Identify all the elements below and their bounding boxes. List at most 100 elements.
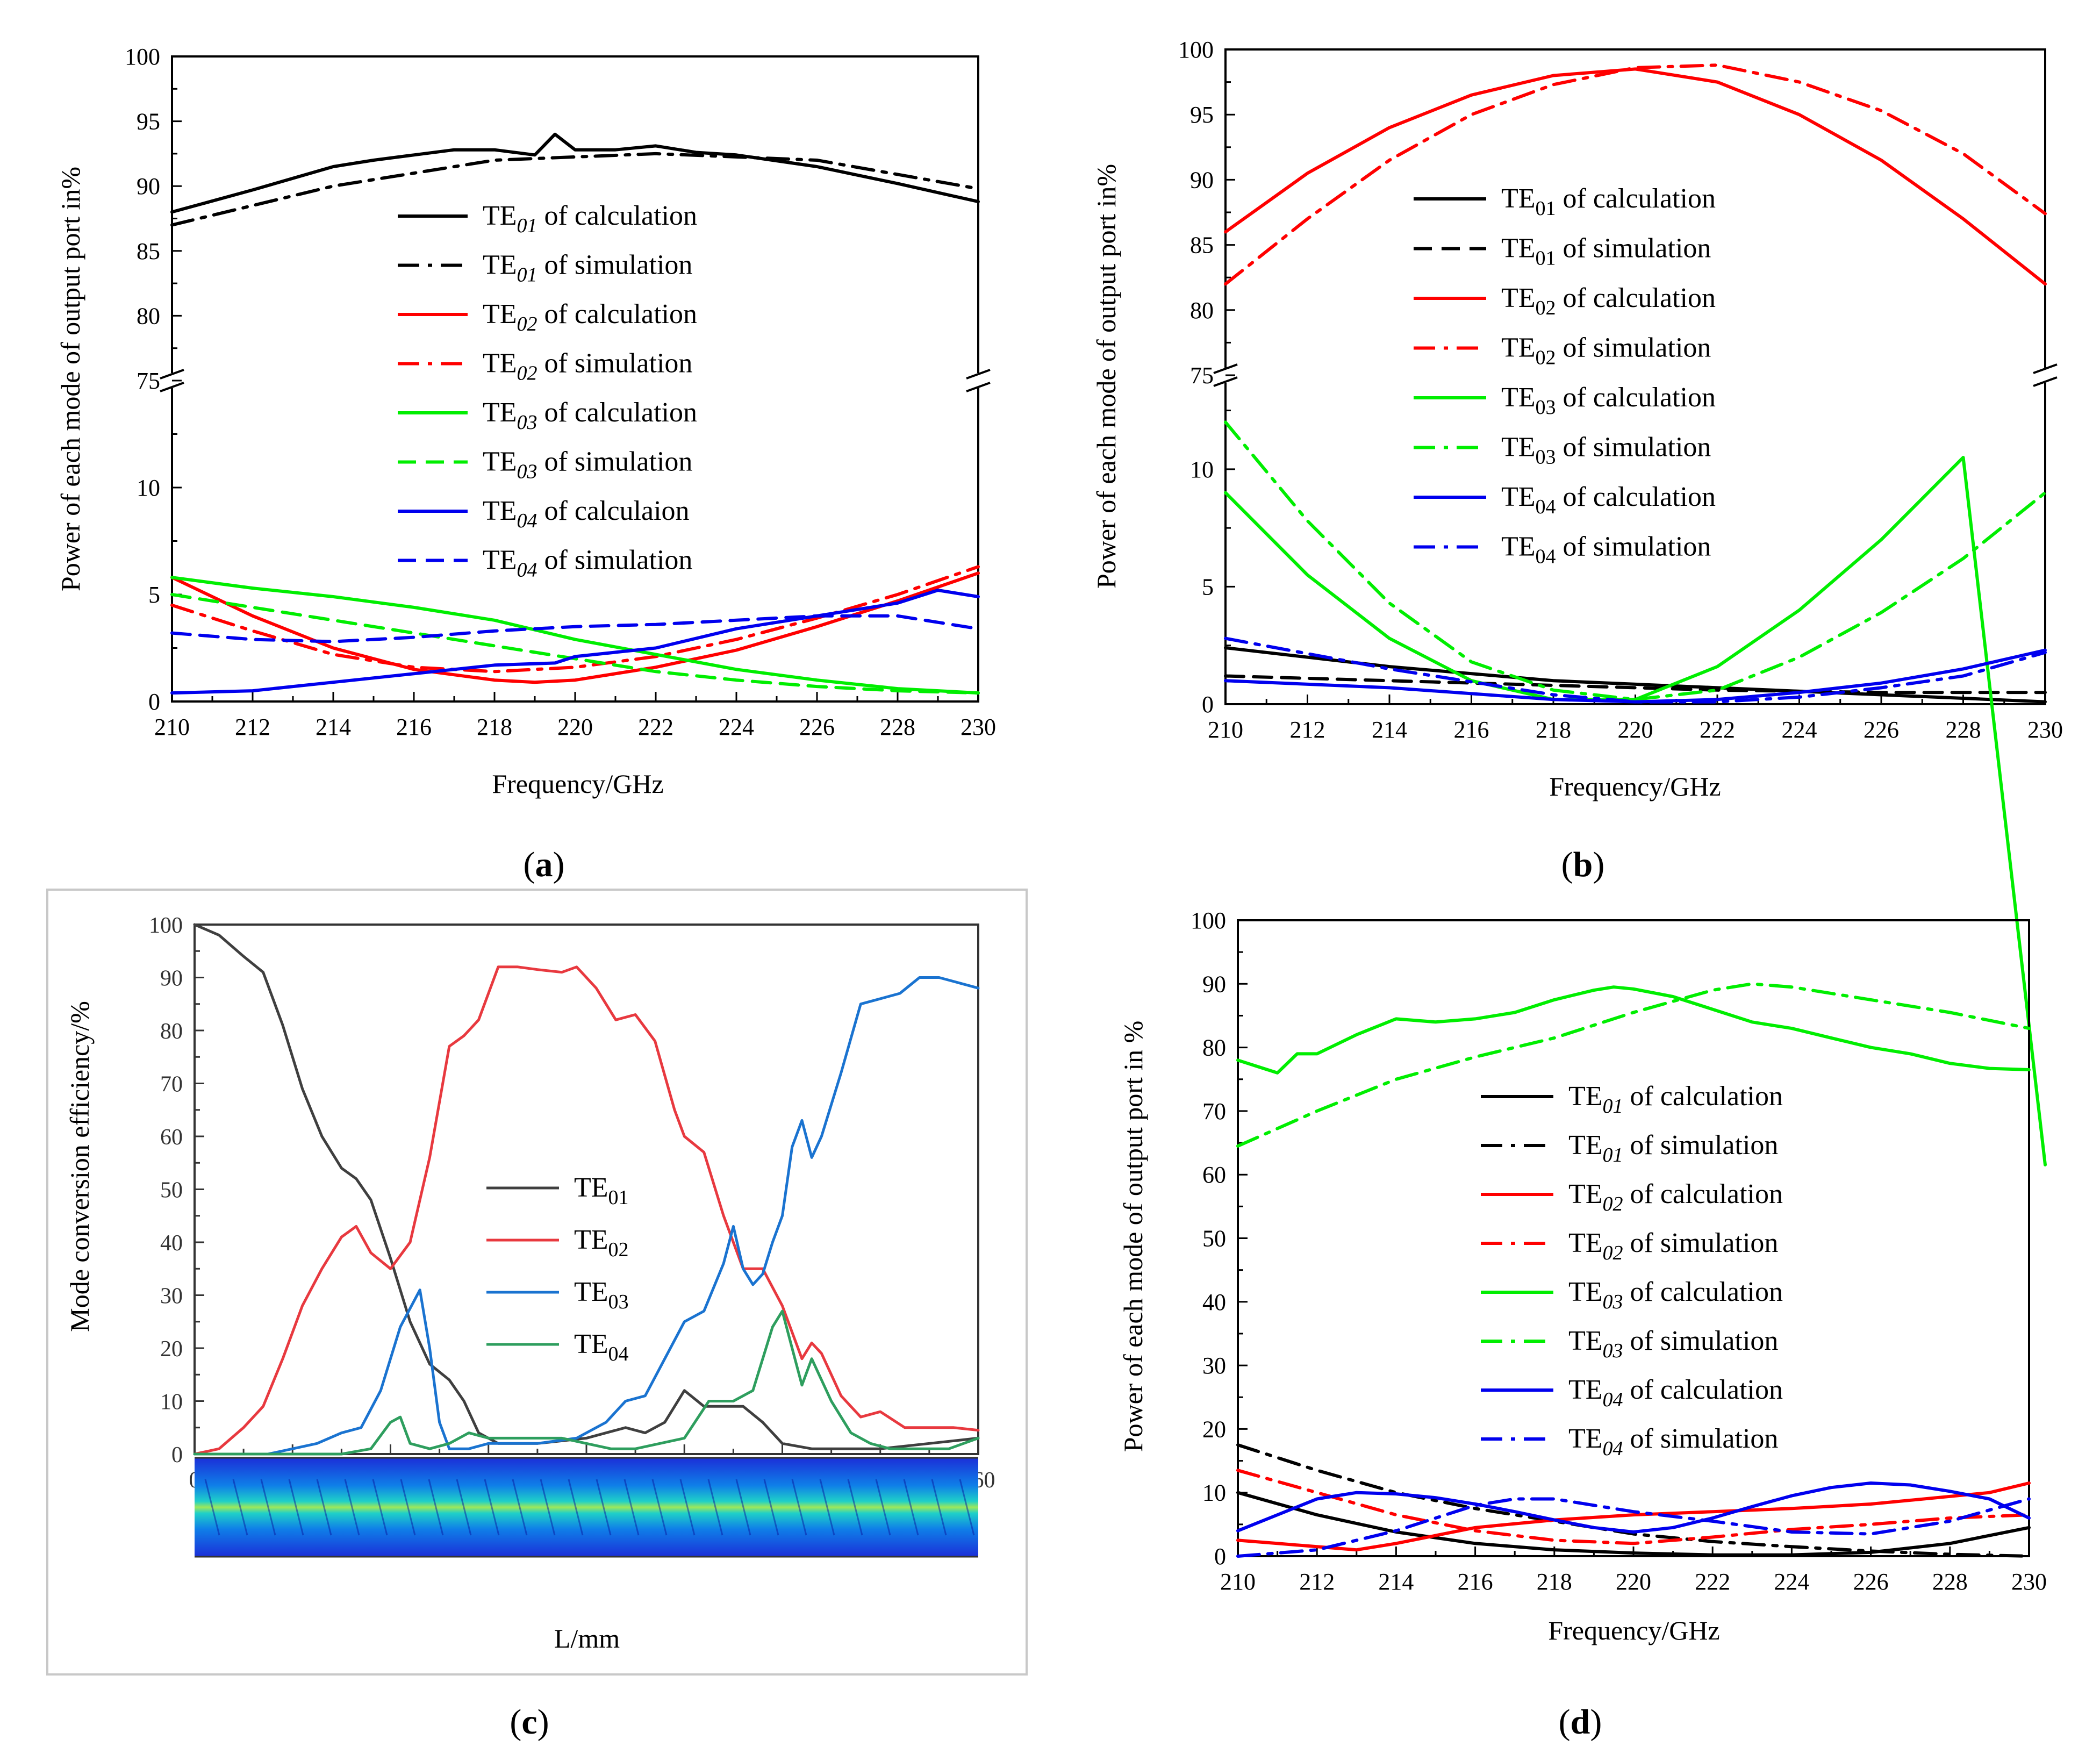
legend-mode: TE bbox=[483, 201, 517, 231]
x-tick-label: 218 bbox=[477, 714, 512, 740]
x-tick-label: 214 bbox=[316, 714, 351, 740]
legend-mode: TE bbox=[483, 447, 517, 477]
legend-mode: TE bbox=[483, 348, 517, 379]
x-tick-label: 212 bbox=[1299, 1569, 1335, 1595]
legend-mode: TE bbox=[1568, 1081, 1603, 1112]
y-tick-label: 60 bbox=[1202, 1162, 1226, 1188]
x-axis-label: Frequency/GHz bbox=[1549, 771, 1721, 801]
x-tick-label: 226 bbox=[1864, 717, 1899, 743]
legend-mode: TE bbox=[483, 299, 517, 330]
x-tick-label: 218 bbox=[1537, 1569, 1572, 1595]
field-pattern-stripe bbox=[651, 1479, 668, 1536]
y-tick-label: 10 bbox=[1190, 456, 1214, 483]
legend-suffix: of calculation bbox=[1623, 1374, 1783, 1405]
panel-letter: b bbox=[1573, 845, 1593, 884]
x-tick-label: 222 bbox=[1700, 717, 1735, 743]
legend-suffix: of calculation bbox=[537, 397, 697, 428]
y-tick-label: 70 bbox=[160, 1072, 183, 1097]
legend-suffix: of simulation bbox=[1556, 432, 1711, 463]
field-pattern-stripe bbox=[288, 1479, 304, 1536]
legend-subscript: 01 bbox=[517, 214, 537, 237]
legend-mode: TE bbox=[483, 496, 517, 526]
x-tick-label: 220 bbox=[557, 714, 593, 740]
legend-mode: TE bbox=[574, 1172, 608, 1203]
field-pattern-stripe bbox=[847, 1479, 863, 1536]
field-pattern-stripe bbox=[623, 1479, 640, 1536]
y-tick-label: 20 bbox=[1202, 1416, 1226, 1442]
field-pattern-stripe bbox=[931, 1479, 947, 1536]
x-tick-label: 224 bbox=[719, 714, 754, 740]
x-axis-label: L/mm bbox=[554, 1623, 620, 1653]
panel-letter: c bbox=[521, 1702, 537, 1742]
panel-letter: d bbox=[1571, 1702, 1590, 1742]
legend-label: TE01 of simulation bbox=[1568, 1130, 1778, 1166]
field-pattern-stripe bbox=[232, 1479, 248, 1536]
series-line-te04-simulation bbox=[1224, 636, 2047, 704]
x-tick-label: 214 bbox=[1378, 1569, 1414, 1595]
legend-label: TE03 of simulation bbox=[1568, 1326, 1778, 1362]
field-pattern-stripe bbox=[875, 1479, 891, 1536]
series-line-te01-calculation bbox=[1236, 1491, 2031, 1557]
legend-suffix: of calculation bbox=[1623, 1277, 1783, 1307]
legend-subscript: 02 bbox=[1536, 297, 1556, 319]
y-tick-label: 30 bbox=[1202, 1352, 1226, 1379]
series-line-te01-simulation bbox=[1236, 1443, 2031, 1558]
legend-subscript: 04 bbox=[1603, 1388, 1623, 1411]
series-line-te03-calculation bbox=[1236, 985, 2031, 1075]
axis-break-gap bbox=[2029, 368, 2061, 383]
x-tick-label: 214 bbox=[1372, 717, 1407, 743]
legend-label: TE03 bbox=[574, 1277, 629, 1313]
axis-break-mark bbox=[1213, 376, 1238, 387]
y-tick-label: 75 bbox=[137, 368, 160, 394]
field-pattern-stripe bbox=[707, 1479, 723, 1536]
y-tick-label: 85 bbox=[1190, 232, 1214, 259]
legend-subscript: 01 bbox=[1603, 1144, 1623, 1166]
legend-subscript: 01 bbox=[1603, 1095, 1623, 1118]
y-axis-label: Power of each mode of output port in% bbox=[55, 167, 85, 591]
legend-mode: TE bbox=[1568, 1228, 1603, 1258]
field-pattern-stripe bbox=[260, 1479, 276, 1536]
chart-panel-a: 210 212 214 216 218 220 222 224 226 228 230 0 5 10 75 8… bbox=[55, 44, 996, 884]
y-tick-label: 40 bbox=[160, 1231, 183, 1256]
panel-letter: a bbox=[535, 845, 553, 884]
legend-label: TE04 of simulation bbox=[483, 545, 692, 582]
y-axis-label: Power of each mode of output port in% bbox=[1091, 164, 1121, 589]
legend-label: TE03 of simulation bbox=[1501, 432, 1711, 469]
x-tick-label: 212 bbox=[235, 714, 270, 740]
series-line-te03 bbox=[193, 976, 980, 1456]
legend-subscript: 03 bbox=[1603, 1340, 1623, 1362]
field-pattern-stripe bbox=[484, 1479, 500, 1536]
legend-suffix: of simulation bbox=[537, 348, 693, 379]
field-pattern bbox=[195, 1458, 978, 1557]
axis-break-mark bbox=[1213, 363, 1238, 374]
legend-label: TE03 of simulation bbox=[483, 447, 692, 483]
y-tick-label: 0 bbox=[148, 689, 160, 715]
legend-label: TE02 of simulation bbox=[1501, 333, 1711, 369]
legend-mode: TE bbox=[1568, 1374, 1603, 1405]
x-axis-label: Frequency/GHz bbox=[1548, 1615, 1719, 1645]
y-tick-label: 50 bbox=[1202, 1226, 1226, 1252]
legend-subscript: 03 bbox=[608, 1291, 629, 1313]
field-pattern-stripe bbox=[679, 1479, 696, 1536]
x-tick-label: 226 bbox=[1853, 1569, 1889, 1595]
legend-mode: TE bbox=[1568, 1179, 1603, 1209]
legend-subscript: 04 bbox=[517, 510, 537, 532]
panel-paren: ( bbox=[524, 845, 535, 884]
legend-subscript: 02 bbox=[1536, 347, 1556, 369]
legend-suffix: of simulation bbox=[537, 447, 693, 477]
legend-suffix: of calculaion bbox=[537, 496, 690, 526]
legend-label: TE03 of calculation bbox=[1568, 1277, 1783, 1313]
y-tick-label: 100 bbox=[1191, 907, 1226, 934]
legend-subscript: 03 bbox=[1536, 446, 1556, 469]
panel-label: (c) bbox=[510, 1702, 549, 1742]
axis-break-mark bbox=[966, 369, 991, 380]
y-tick-label: 80 bbox=[160, 1019, 183, 1044]
series-line-te02-simulation bbox=[1236, 1469, 2031, 1545]
legend-suffix: of calculation bbox=[537, 201, 697, 231]
legend-label: TE04 of calculation bbox=[1568, 1374, 1783, 1411]
panel-label: (d) bbox=[1559, 1702, 1602, 1742]
legend-mode: TE bbox=[483, 250, 517, 281]
x-tick-label: 216 bbox=[1454, 717, 1489, 743]
legend-mode: TE bbox=[1501, 482, 1536, 512]
field-pattern-stripe bbox=[540, 1479, 556, 1536]
